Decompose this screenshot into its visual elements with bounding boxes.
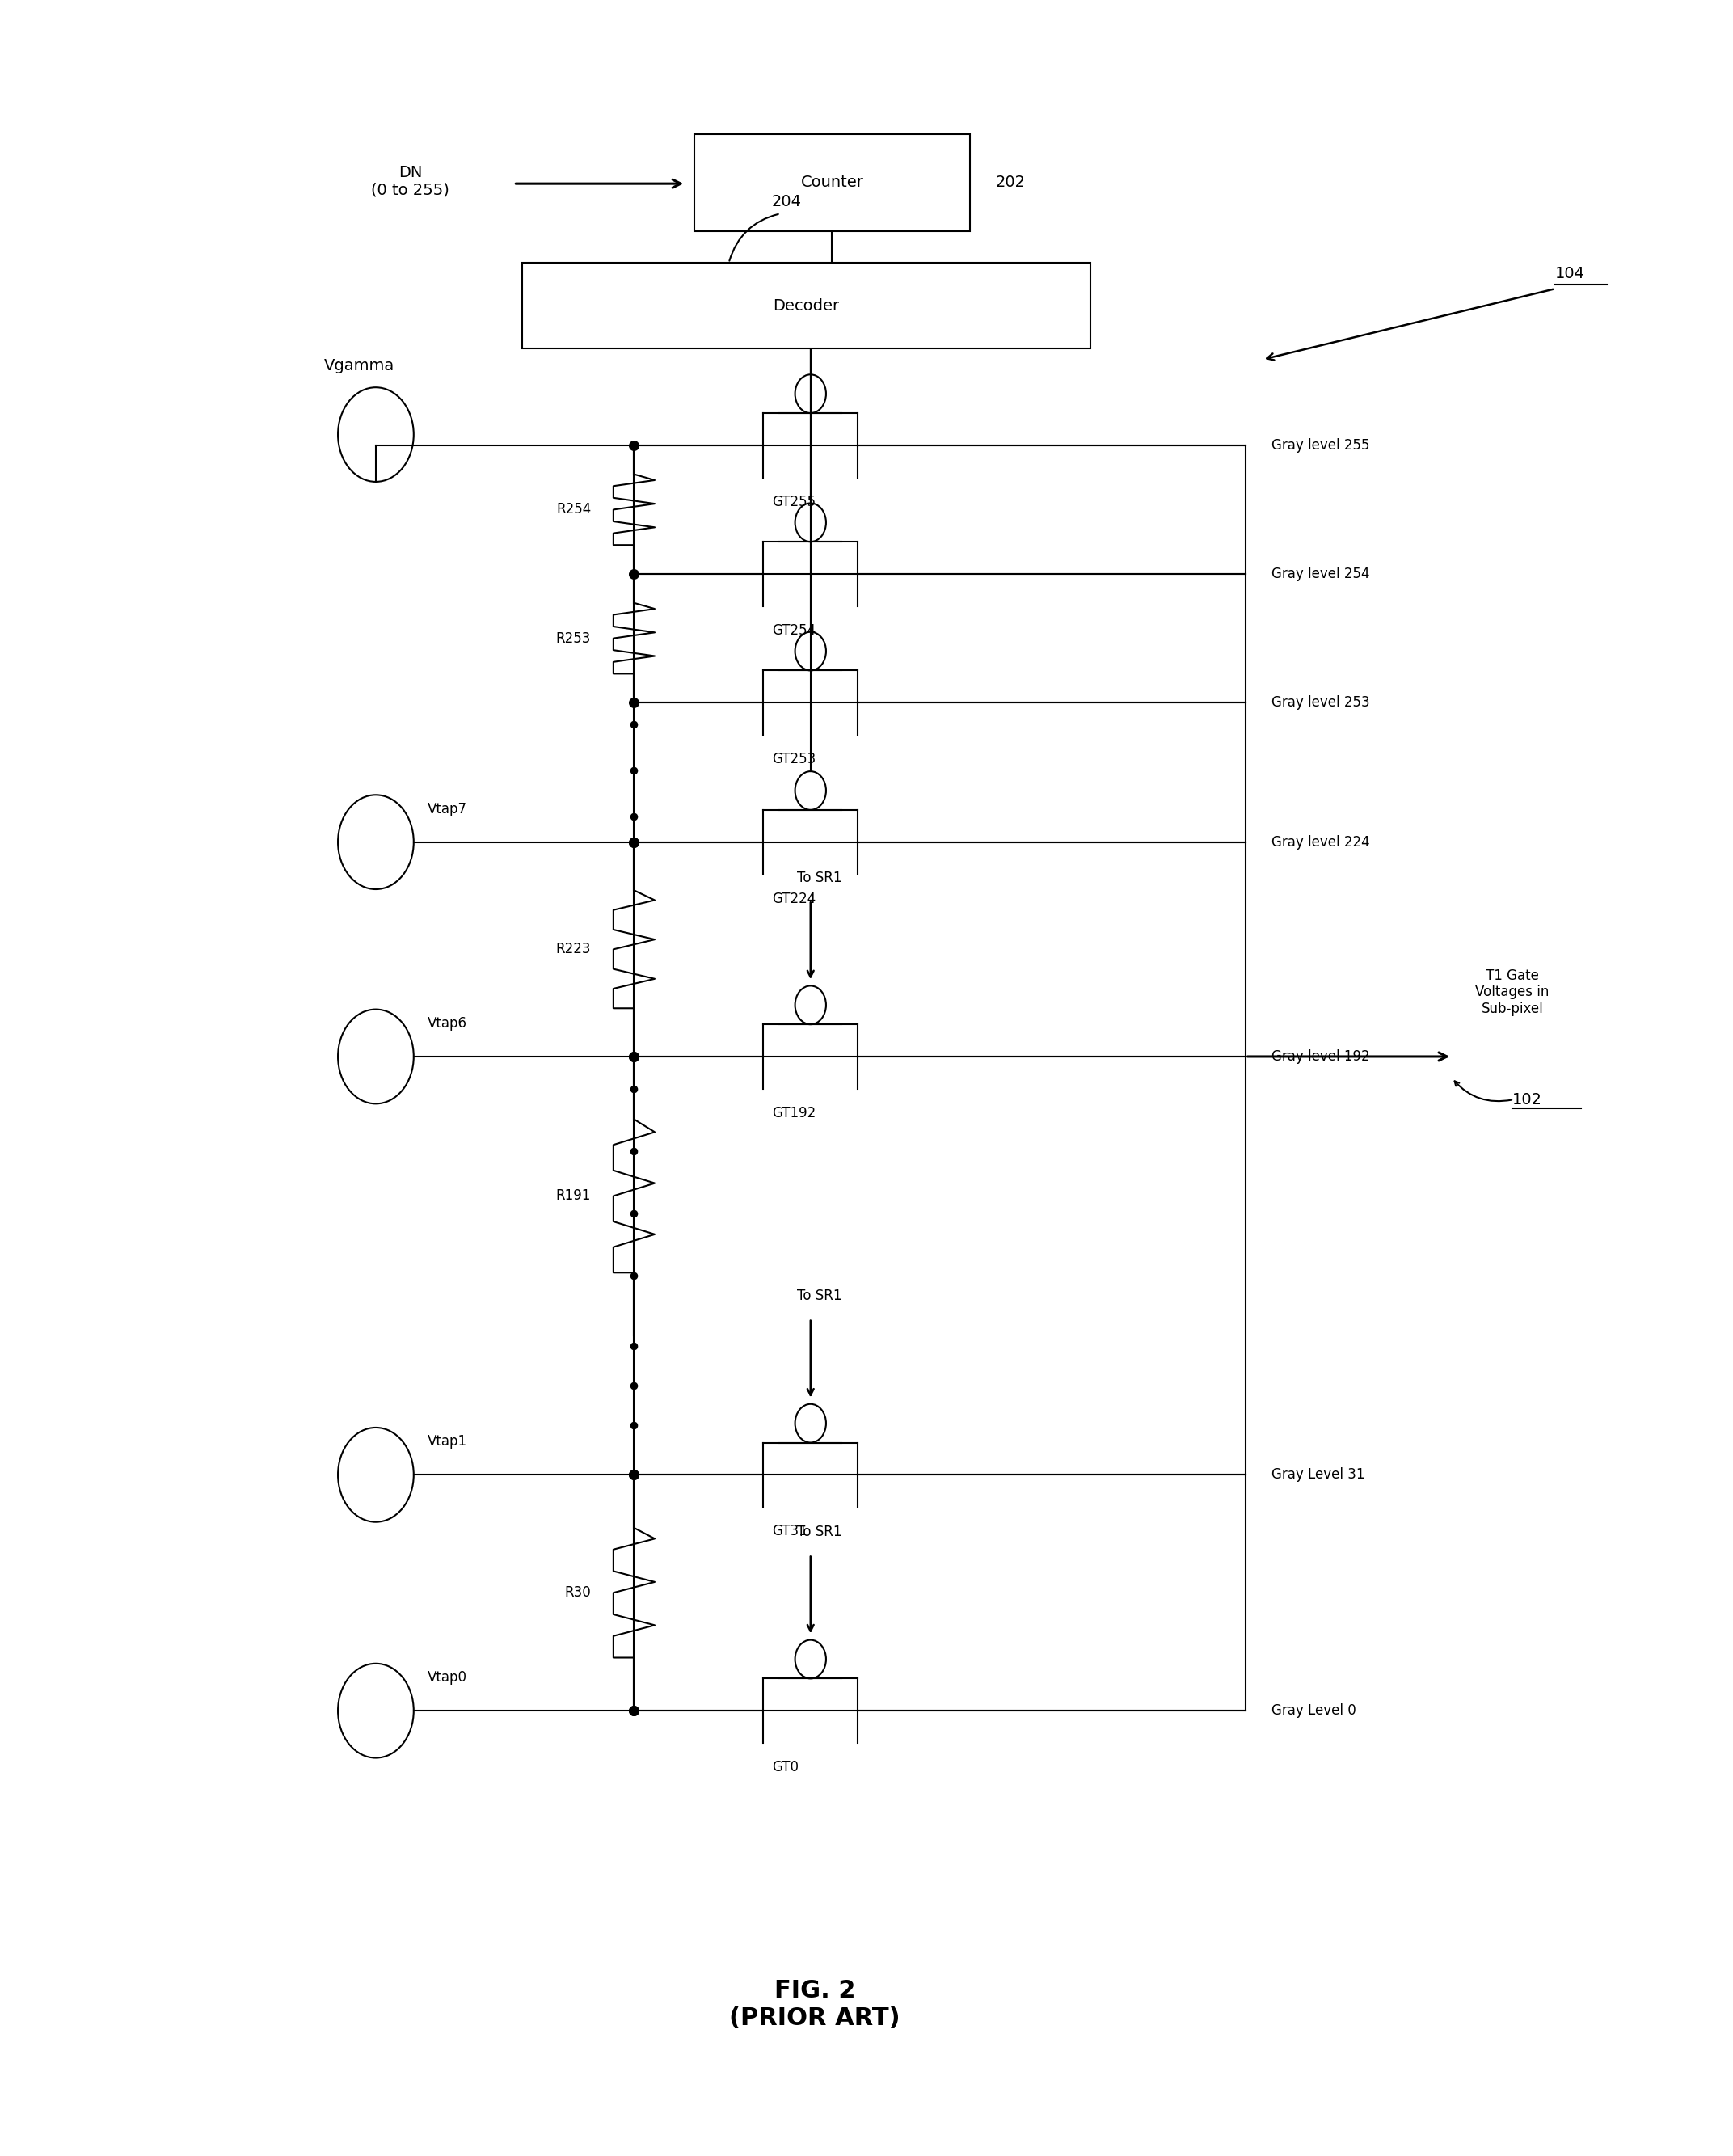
Point <box>620 826 648 860</box>
Text: Vtap0: Vtap0 <box>428 1671 468 1686</box>
Text: GT192: GT192 <box>771 1106 816 1121</box>
Point <box>620 1134 648 1169</box>
Text: Gray Level 0: Gray Level 0 <box>1270 1703 1355 1718</box>
Point <box>620 707 648 742</box>
Text: 202: 202 <box>996 175 1026 190</box>
Text: R253: R253 <box>556 632 591 645</box>
Text: To SR1: To SR1 <box>797 1289 842 1302</box>
Text: Decoder: Decoder <box>773 298 839 313</box>
Point <box>620 1408 648 1442</box>
Text: Vtap6: Vtap6 <box>428 1015 468 1031</box>
Text: Gray level 255: Gray level 255 <box>1270 438 1369 453</box>
Text: 104: 104 <box>1555 265 1586 282</box>
Point <box>620 1072 648 1106</box>
Text: R223: R223 <box>556 942 591 957</box>
Point <box>620 1457 648 1492</box>
Text: Gray level 192: Gray level 192 <box>1270 1050 1369 1063</box>
Text: DN
(0 to 255): DN (0 to 255) <box>371 164 449 198</box>
Point <box>620 1197 648 1231</box>
Text: 204: 204 <box>771 194 802 209</box>
Point <box>620 1039 648 1074</box>
Text: R30: R30 <box>565 1585 591 1600</box>
Point <box>620 1457 648 1492</box>
Text: T1 Gate
Voltages in
Sub-pixel: T1 Gate Voltages in Sub-pixel <box>1475 968 1549 1015</box>
Text: GT254: GT254 <box>771 623 816 638</box>
Point <box>620 800 648 834</box>
Point <box>620 1039 648 1074</box>
FancyBboxPatch shape <box>522 263 1090 349</box>
Text: Gray level 224: Gray level 224 <box>1270 834 1369 849</box>
Point <box>620 752 648 787</box>
Text: Counter: Counter <box>801 175 863 190</box>
Text: Gray level 253: Gray level 253 <box>1270 696 1369 709</box>
Text: Vgamma: Vgamma <box>324 358 395 373</box>
Point <box>620 1259 648 1294</box>
Text: GT224: GT224 <box>771 890 816 906</box>
Text: GT253: GT253 <box>771 752 816 768</box>
Text: To SR1: To SR1 <box>797 1524 842 1539</box>
Point <box>620 1369 648 1404</box>
Point <box>620 1328 648 1363</box>
FancyBboxPatch shape <box>695 134 970 231</box>
Point <box>620 1692 648 1727</box>
Point <box>620 826 648 860</box>
Text: To SR1: To SR1 <box>797 871 842 884</box>
Text: GT31: GT31 <box>771 1524 808 1539</box>
Text: GT0: GT0 <box>771 1759 799 1774</box>
Text: R254: R254 <box>556 502 591 517</box>
Point <box>620 1692 648 1727</box>
Text: 102: 102 <box>1513 1091 1542 1108</box>
Text: Vtap7: Vtap7 <box>428 802 468 817</box>
Text: GT255: GT255 <box>771 494 816 509</box>
Text: Gray Level 31: Gray Level 31 <box>1270 1468 1364 1481</box>
Point <box>620 686 648 720</box>
Text: R191: R191 <box>556 1188 591 1203</box>
Text: FIG. 2
(PRIOR ART): FIG. 2 (PRIOR ART) <box>730 1979 901 2029</box>
Text: Vtap1: Vtap1 <box>428 1434 468 1449</box>
Point <box>620 429 648 464</box>
Text: Gray level 254: Gray level 254 <box>1270 567 1369 582</box>
Point <box>620 556 648 591</box>
